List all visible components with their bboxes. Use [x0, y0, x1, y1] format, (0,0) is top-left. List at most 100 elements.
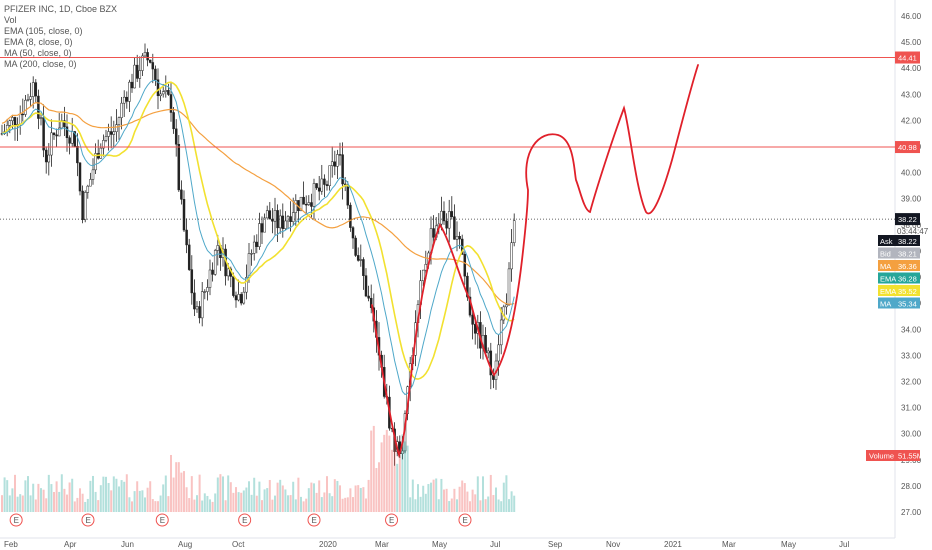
earnings-marker-label: E	[85, 516, 90, 525]
volume-bar	[440, 478, 443, 512]
candle-body	[112, 131, 116, 135]
volume-bar	[73, 501, 76, 512]
x-tick-label: May	[781, 540, 796, 549]
y-tick-label: 43.00	[901, 90, 922, 99]
indicator-badge	[878, 285, 920, 296]
volume-bar	[398, 455, 401, 512]
volume-bar	[112, 476, 115, 512]
x-tick-label: May	[432, 540, 447, 549]
candle-body	[21, 113, 25, 116]
ma50-line	[1, 81, 515, 380]
candle-body	[265, 210, 269, 219]
candle-body	[107, 131, 110, 137]
volume-bar	[128, 497, 131, 512]
candles-group	[0, 43, 516, 466]
candle-body	[440, 210, 443, 225]
volume-bar	[346, 497, 349, 512]
volume-bar	[497, 499, 500, 512]
volume-bar	[393, 435, 396, 512]
candle-body	[122, 96, 126, 104]
candle-body	[164, 90, 168, 92]
volume-bar	[359, 487, 362, 512]
volume-bar	[417, 484, 419, 512]
candle-body	[471, 314, 474, 325]
volume-bar	[149, 481, 152, 512]
candle-body	[50, 132, 53, 156]
x-tick-label: 2020	[319, 540, 337, 549]
volume-bar	[505, 475, 508, 512]
volume-bar	[159, 495, 162, 512]
volume-bar	[476, 476, 479, 512]
candle-body	[239, 294, 243, 304]
volume-bar	[196, 495, 198, 512]
volume-bar	[300, 496, 302, 512]
volume-bar	[367, 479, 370, 512]
last-price-label: 38.22	[898, 215, 917, 224]
x-tick-label: Jun	[121, 540, 134, 549]
candle-body	[159, 93, 162, 97]
earnings-marker	[81, 513, 95, 527]
candle-body	[307, 202, 311, 205]
volume-bar	[448, 501, 451, 512]
indicator-badge-name: EMA	[880, 287, 896, 296]
y-tick-label: 46.00	[901, 12, 922, 21]
volume-bar	[292, 481, 295, 512]
volume-bar	[479, 500, 482, 512]
candle-body	[284, 220, 287, 229]
candle-body	[161, 91, 165, 95]
candle-body	[104, 136, 108, 141]
indicator-badge-value: 36.36	[898, 262, 917, 271]
volume-bar	[352, 497, 354, 512]
volume-bar	[19, 494, 22, 512]
volume-bar	[76, 497, 79, 512]
candle-body	[442, 210, 446, 222]
volume-bar	[97, 500, 100, 512]
y-tick-label: 44.00	[901, 64, 922, 73]
volume-bar	[349, 488, 352, 512]
volume-bar	[60, 474, 63, 512]
volume-bar	[406, 445, 409, 512]
volume-bar	[89, 480, 92, 512]
freehand-projection	[371, 64, 699, 458]
candle-body	[271, 218, 274, 222]
level-price-badge	[895, 141, 920, 154]
candle-body	[31, 82, 35, 97]
candle-body	[304, 204, 308, 206]
y-tick-label: 30.00	[901, 430, 922, 439]
volume-bar	[27, 476, 29, 512]
candle-body	[81, 190, 84, 220]
volume-bar	[240, 492, 243, 512]
y-tick-label: 28.00	[901, 482, 922, 491]
candle-body	[37, 95, 40, 119]
volume-bar	[500, 501, 503, 512]
candle-body	[143, 52, 147, 57]
volume-bar	[222, 476, 224, 512]
candle-body	[424, 264, 428, 271]
candle-body	[463, 253, 467, 277]
volume-bar	[279, 479, 282, 512]
volume-bar	[422, 485, 425, 512]
candle-body	[359, 259, 363, 261]
y-tick-label: 42.00	[901, 116, 922, 125]
volume-bar	[211, 501, 214, 512]
volume-bar	[401, 434, 404, 512]
x-tick-label: 2021	[664, 540, 682, 549]
candle-body	[198, 306, 201, 319]
volume-badge	[866, 450, 920, 461]
candle-body	[130, 81, 134, 89]
volume-bar	[245, 487, 248, 512]
volume-bar	[250, 494, 253, 512]
candle-body	[206, 287, 209, 292]
candle-body	[167, 90, 170, 95]
x-tick-label: Mar	[375, 540, 389, 549]
x-tick-label: Sep	[548, 540, 563, 549]
volume-bar	[430, 482, 432, 512]
volume-bar	[151, 499, 154, 512]
volume-bar	[318, 480, 321, 512]
volume-bar	[37, 483, 40, 512]
volume-bar	[323, 492, 326, 512]
volume-bar	[385, 429, 388, 512]
candle-body	[138, 70, 142, 79]
candle-body	[336, 154, 339, 167]
